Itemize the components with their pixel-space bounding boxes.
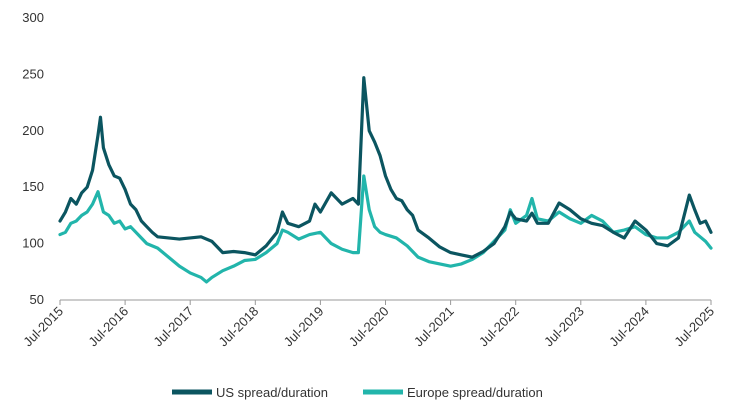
x-tick-label: Jul-2025 xyxy=(671,304,717,350)
series-layer xyxy=(58,76,713,284)
legend: US spread/duration Europe spread/duration xyxy=(172,385,543,400)
x-tick-label: Jul-2016 xyxy=(85,304,131,350)
y-tick-label: 100 xyxy=(22,236,44,251)
y-tick-label: 150 xyxy=(22,179,44,194)
x-tick-label: Jul-2019 xyxy=(281,304,327,350)
x-axis: Jul-2015 Jul-2016 Jul-2017 Jul-2018 Jul-2019… xyxy=(20,299,717,350)
x-tick-label: Jul-2021 xyxy=(411,304,457,350)
y-tick-label: 200 xyxy=(22,123,44,138)
y-axis: 50 100 150 200 250 300 xyxy=(22,10,44,307)
x-tick-label: Jul-2022 xyxy=(476,304,522,350)
x-tick-label: Jul-2020 xyxy=(346,304,392,350)
x-tick-label: Jul-2017 xyxy=(150,304,196,350)
x-tick-label: Jul-2018 xyxy=(216,304,262,350)
europe-series-line xyxy=(58,174,713,284)
x-tick-label: Jul-2024 xyxy=(606,304,652,350)
legend-item-us-label: US spread/duration xyxy=(216,385,328,400)
legend-item-europe-label: Europe spread/duration xyxy=(407,385,543,400)
y-tick-label: 300 xyxy=(22,10,44,25)
y-tick-label: 50 xyxy=(30,292,44,307)
x-tick-label: Jul-2023 xyxy=(541,304,587,350)
x-tick-label: Jul-2015 xyxy=(20,304,66,350)
us-series-line xyxy=(58,76,713,259)
y-tick-label: 250 xyxy=(22,66,44,81)
